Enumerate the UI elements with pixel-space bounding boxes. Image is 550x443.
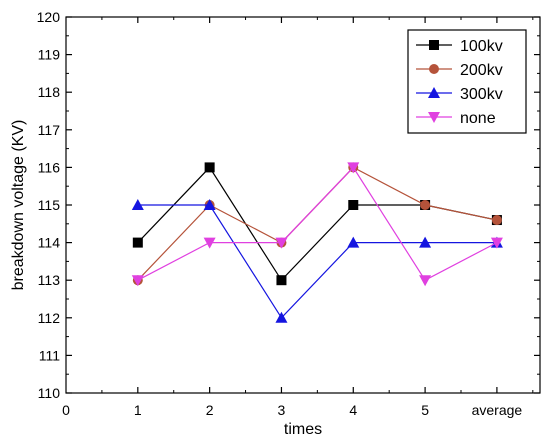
y-tick-label: 112	[38, 310, 61, 326]
x-tick-label: 3	[278, 402, 286, 418]
y-axis: 110 111 112 113 114 115 116 117 118 119 120	[37, 9, 540, 401]
series-300kv	[131, 199, 503, 323]
data-point-200kv	[491, 215, 502, 226]
data-point-none	[131, 275, 144, 287]
x-axis: 0 1 2 3 4 5 average	[62, 17, 534, 418]
legend-item-200kv: 200kv	[416, 62, 503, 79]
data-point-200kv	[420, 200, 431, 210]
y-tick-label: 115	[38, 197, 61, 213]
x-tick-label: 2	[206, 402, 214, 418]
data-point-100kv	[204, 162, 215, 173]
legend: 100kv 200kv 300kv none	[407, 29, 527, 134]
y-tick-label: 114	[38, 235, 61, 251]
legend-box	[407, 29, 527, 134]
data-point-none	[275, 237, 288, 249]
data-point-100kv	[348, 200, 359, 210]
x-tick-label: average	[472, 402, 523, 418]
y-tick-label: 120	[37, 9, 61, 25]
y-tick-label: 110	[38, 385, 61, 401]
series-layer	[131, 162, 503, 323]
x-tick-label: 5	[421, 402, 429, 418]
legend-marker	[428, 87, 440, 98]
x-axis-label: times	[284, 421, 322, 438]
legend-label: 200kv	[460, 62, 503, 79]
legend-label: none	[460, 110, 496, 127]
data-point-300kv	[203, 199, 216, 210]
data-point-none	[203, 237, 216, 249]
data-point-300kv	[131, 199, 144, 210]
y-tick-label: 118	[38, 84, 61, 100]
legend-label: 100kv	[460, 38, 503, 55]
series-none	[131, 162, 503, 287]
x-tick-label: 1	[134, 402, 142, 418]
legend-label: 300kv	[460, 86, 503, 103]
y-tick-label: 116	[38, 159, 61, 175]
legend-item-300kv: 300kv	[416, 86, 503, 103]
legend-item-100kv: 100kv	[416, 38, 503, 55]
data-point-300kv	[275, 311, 288, 323]
y-axis-label: breakdown voltage (KV)	[10, 120, 27, 291]
series-line-300kv	[137, 204, 497, 319]
data-point-100kv	[276, 275, 287, 286]
data-point-none	[490, 237, 503, 249]
data-point-100kv	[132, 237, 143, 248]
data-point-300kv	[419, 236, 432, 248]
y-tick-label: 113	[38, 272, 61, 288]
data-point-none	[347, 162, 360, 174]
data-point-300kv	[347, 236, 360, 248]
y-tick-label: 117	[38, 122, 61, 138]
legend-marker	[429, 64, 439, 74]
data-point-none	[419, 275, 432, 287]
y-tick-label: 119	[38, 47, 61, 63]
y-tick-label: 111	[39, 347, 60, 363]
x-tick-label: 0	[62, 402, 70, 418]
legend-marker	[429, 40, 439, 50]
legend-item-none: none	[416, 110, 496, 127]
legend-marker	[428, 112, 440, 123]
x-tick-label: 4	[349, 402, 357, 418]
series-line-none	[137, 166, 498, 281]
